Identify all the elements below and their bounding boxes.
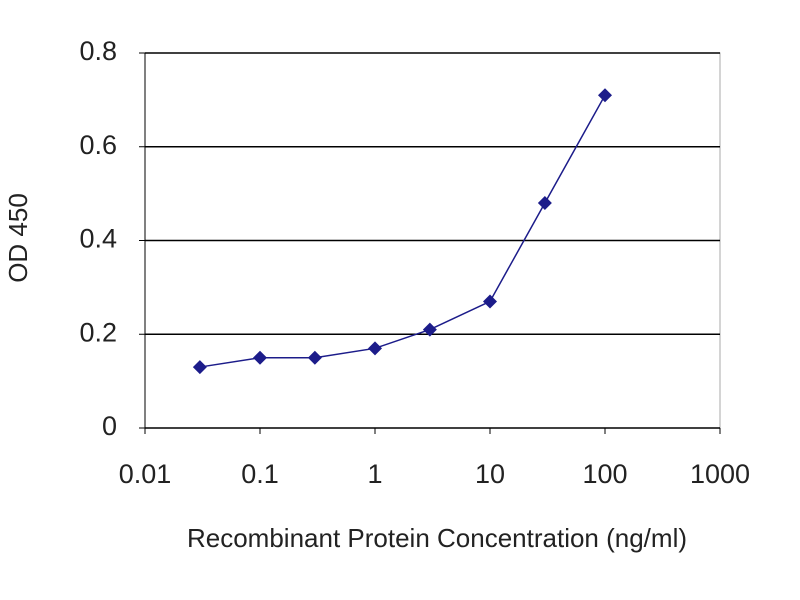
data-point: [253, 350, 267, 365]
y-tick-label: 0: [102, 411, 117, 441]
y-axis-title: OD 450: [3, 193, 33, 283]
x-tick-label: 100: [582, 459, 627, 489]
data-point: [483, 294, 497, 309]
x-tick-label: 0.1: [241, 459, 279, 489]
x-tick-label: 10: [475, 459, 505, 489]
x-axis-title: Recombinant Protein Concentration (ng/ml…: [187, 523, 687, 553]
data-point: [422, 322, 437, 337]
data-point: [598, 88, 612, 103]
data-point: [307, 350, 322, 365]
y-tick-label: 0.6: [79, 130, 117, 160]
x-tick-label: 0.01: [119, 459, 172, 489]
x-tick-label: 1000: [690, 459, 750, 489]
data-point: [192, 360, 207, 375]
y-tick-label: 0.8: [79, 36, 117, 66]
y-tick-label: 0.2: [79, 317, 117, 347]
data-point: [537, 196, 552, 210]
data-point: [368, 341, 382, 356]
data-line: [199, 94, 606, 368]
y-tick-label: 0.4: [79, 224, 117, 254]
x-tick-label: 1: [367, 459, 382, 489]
